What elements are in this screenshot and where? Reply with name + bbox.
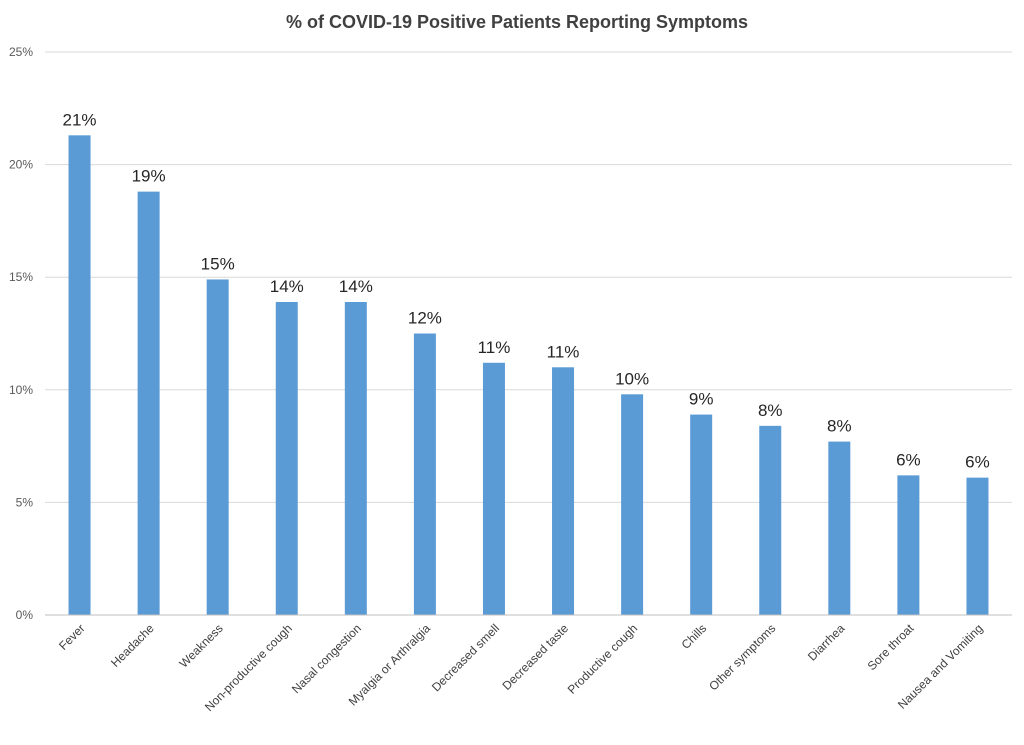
bar: [206, 279, 229, 615]
bar: [552, 367, 575, 615]
x-tick-label: Decreased taste: [499, 621, 571, 693]
bar: [897, 475, 920, 615]
bar: [68, 135, 91, 615]
data-label: 10%: [615, 369, 649, 388]
y-axis-ticks: 0% 5% 10% 15% 20% 25%: [9, 45, 33, 622]
bar: [621, 394, 644, 615]
y-tick-label: 10%: [9, 383, 33, 397]
x-tick-label: Sore throat: [865, 621, 917, 673]
data-label: 15%: [201, 254, 235, 273]
data-label: 19%: [132, 167, 166, 186]
y-tick-label: 25%: [9, 45, 33, 59]
data-label: 11%: [478, 338, 511, 357]
x-tick-label: Nasal congestion: [289, 621, 364, 696]
y-tick-label: 0%: [16, 608, 34, 622]
y-tick-label: 5%: [16, 495, 34, 509]
bar: [828, 441, 851, 615]
x-tick-label: Chills: [679, 621, 710, 652]
data-label: 9%: [689, 390, 714, 409]
data-label: 6%: [965, 453, 990, 472]
data-label: 12%: [408, 309, 442, 328]
x-tick-label: Decreased smell: [429, 621, 502, 694]
x-tick-label: Weakness: [176, 621, 225, 670]
data-label: 11%: [547, 342, 580, 361]
bar: [690, 414, 713, 615]
x-tick-label: Productive cough: [565, 621, 640, 696]
bars: [68, 135, 989, 615]
data-label: 6%: [896, 450, 921, 469]
data-labels: 21% 19% 15% 14% 14% 12% 11% 11% 10% 9% 8% 8% 6% 6%: [63, 110, 990, 471]
y-tick-label: 20%: [9, 158, 33, 172]
x-tick-label: Fever: [56, 621, 88, 653]
bar: [482, 362, 505, 615]
data-label: 8%: [758, 401, 783, 420]
data-label: 14%: [339, 277, 373, 296]
y-tick-label: 15%: [9, 270, 33, 284]
bar: [275, 301, 298, 615]
x-tick-label: Headache: [108, 621, 157, 670]
bar: [344, 301, 367, 615]
bar: [137, 191, 160, 615]
data-label: 21%: [63, 110, 97, 129]
x-tick-label: Other symptoms: [706, 621, 778, 693]
data-label: 8%: [827, 417, 852, 436]
data-label: 14%: [270, 277, 304, 296]
bar: [759, 425, 782, 615]
bar: [966, 477, 989, 615]
bar: [413, 333, 436, 615]
x-tick-label: Diarrhea: [805, 621, 848, 664]
gridlines: [45, 51, 1012, 503]
chart-title: % of COVID-19 Positive Patients Reportin…: [286, 12, 748, 32]
